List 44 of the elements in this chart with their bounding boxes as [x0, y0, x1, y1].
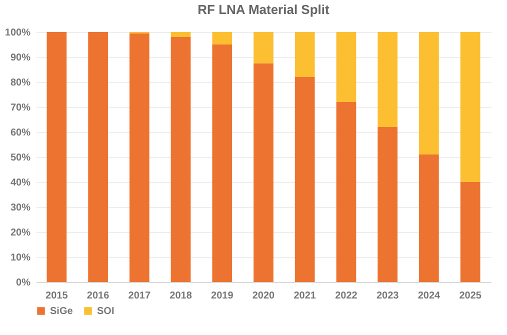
bar — [212, 44, 232, 282]
y-tick-label: 100% — [4, 28, 31, 38]
bar — [378, 127, 398, 282]
bar — [419, 154, 439, 282]
bar — [212, 32, 232, 44]
x-tick-label: 2020 — [252, 290, 276, 302]
bar — [129, 33, 150, 282]
x-tick-label: 2025 — [459, 290, 482, 302]
legend-label: SOI — [97, 306, 114, 317]
y-tick-label: 60% — [10, 128, 31, 138]
y-tick-label: 10% — [10, 252, 31, 264]
x-tick-label: 2022 — [335, 290, 358, 302]
bar — [254, 63, 274, 282]
bar — [460, 182, 480, 282]
x-tick-label: 2018 — [170, 290, 192, 302]
bar — [254, 32, 274, 64]
bar — [378, 32, 398, 127]
bar — [336, 32, 356, 102]
bar — [294, 77, 315, 282]
bar — [336, 102, 356, 282]
y-tick-label: 50% — [10, 152, 31, 164]
bar — [88, 32, 108, 282]
legend-label: SiGe — [50, 306, 74, 317]
bar — [419, 32, 439, 154]
y-tick-label: 20% — [10, 228, 31, 238]
x-tick-label: 2023 — [376, 290, 400, 302]
y-tick-label: 90% — [10, 52, 31, 64]
bar — [460, 32, 480, 182]
x-tick-label: 2024 — [418, 290, 441, 302]
x-tick-label: 2017 — [128, 290, 151, 302]
x-tick-label: 2016 — [86, 290, 110, 302]
x-tick-label: 2021 — [294, 290, 316, 302]
bar — [170, 32, 191, 37]
x-tick-label: 2015 — [46, 290, 68, 302]
y-tick-label: 70% — [10, 102, 31, 114]
x-tick-label: 2019 — [211, 290, 234, 302]
y-tick-label: 0% — [16, 278, 31, 288]
bar — [294, 32, 315, 77]
bar — [170, 37, 191, 282]
y-tick-label: 80% — [10, 78, 31, 88]
y-tick-label: 30% — [10, 202, 31, 214]
y-tick-label: 40% — [10, 178, 31, 188]
bar — [46, 32, 67, 282]
chart-title: RF LNA Material Split — [198, 2, 330, 17]
